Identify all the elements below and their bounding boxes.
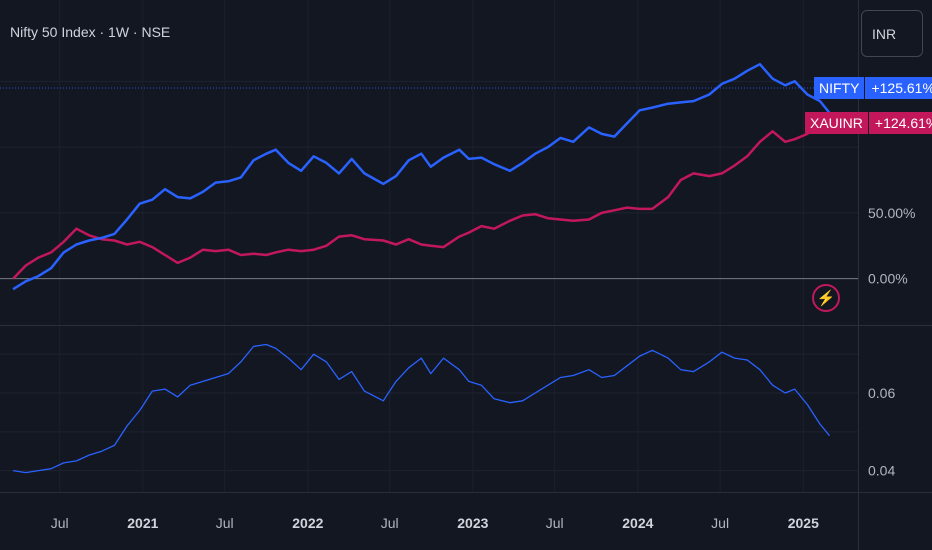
x-tick-label: 2022	[292, 515, 323, 531]
x-tick-label: 2025	[788, 515, 819, 531]
nifty-badge-name: NIFTY	[814, 77, 866, 99]
x-tick-label: Jul	[546, 515, 564, 531]
y-tick-label: 0.04	[868, 463, 895, 479]
nifty-badge-value: +125.61%	[865, 77, 932, 99]
xauinr-badge-value: +124.61%	[868, 112, 932, 134]
nifty-last-value-badge: NIFTY +125.61%	[814, 77, 932, 99]
lightning-bolt-icon[interactable]: ⚡	[812, 284, 840, 312]
y-tick-label: 50.00%	[868, 205, 915, 221]
x-tick-label: Jul	[381, 515, 399, 531]
x-tick-label: Jul	[216, 515, 234, 531]
ratio-series-line	[12, 343, 831, 474]
series-line-xauinr	[12, 113, 831, 280]
currency-button[interactable]: INR	[861, 10, 923, 57]
y-tick-label: 0.00%	[868, 271, 908, 287]
chart-title: Nifty 50 Index · 1W · NSE	[10, 24, 171, 40]
x-tick-label: Jul	[711, 515, 729, 531]
y-tick-label: 0.06	[868, 385, 895, 401]
xauinr-badge-name: XAUINR	[805, 112, 869, 134]
x-tick-label: Jul	[51, 515, 69, 531]
x-tick-label: 2023	[457, 515, 488, 531]
xauinr-last-value-badge: XAUINR +124.61%	[805, 112, 932, 134]
x-tick-label: 2021	[127, 515, 158, 531]
x-tick-label: 2024	[622, 515, 653, 531]
series-line-nifty	[12, 62, 831, 291]
